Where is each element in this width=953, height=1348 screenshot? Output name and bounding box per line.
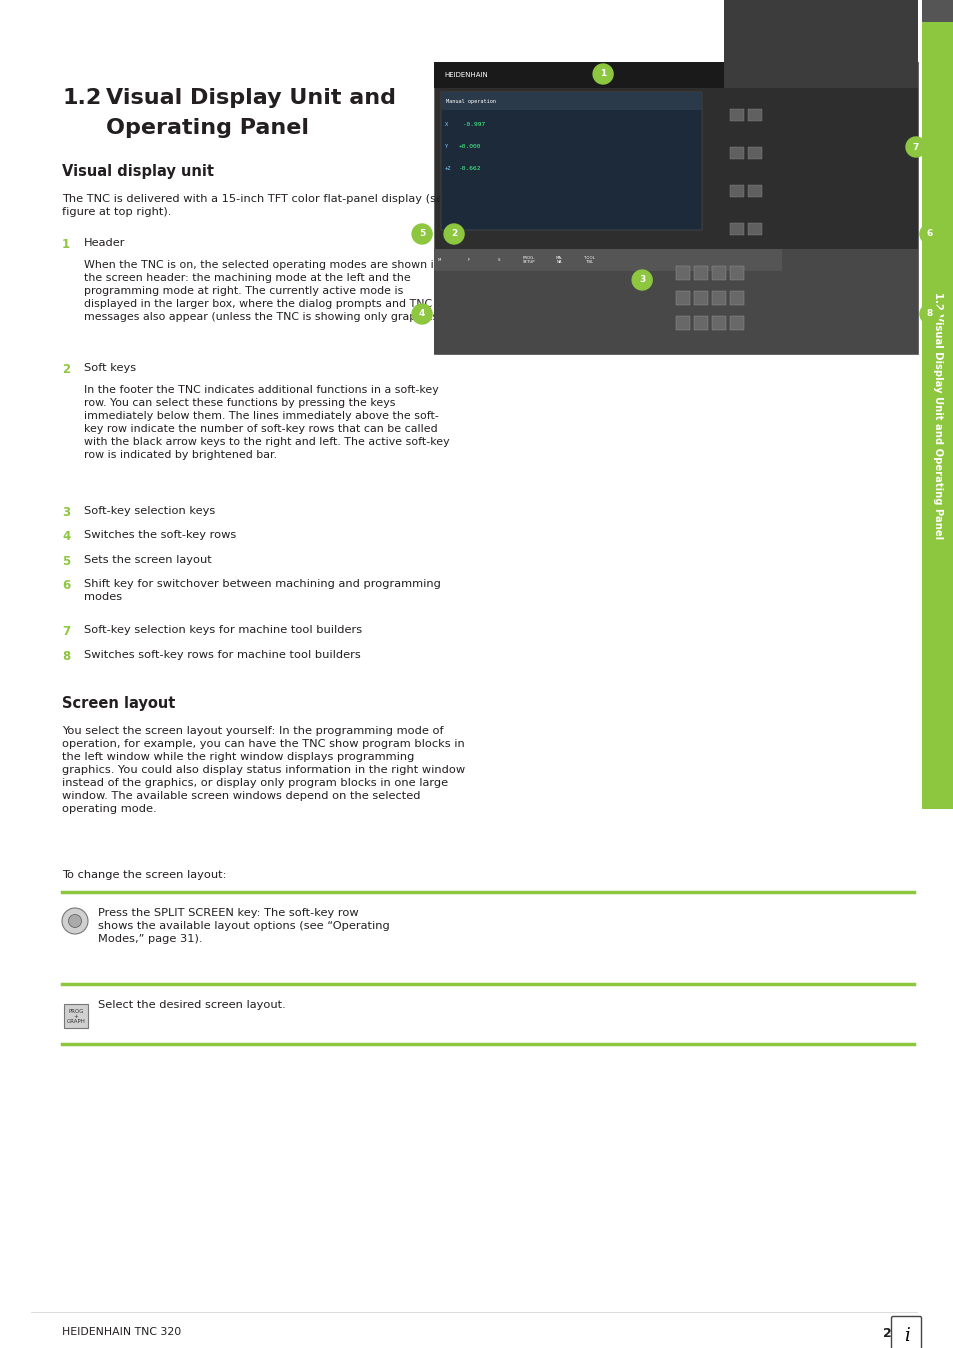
Text: 5: 5 [418,229,425,239]
Text: 5: 5 [62,554,71,568]
Bar [729,266,743,280]
Text: 2: 2 [451,229,456,239]
Bar [730,147,743,159]
Text: 7: 7 [62,625,71,638]
Bar [729,291,743,305]
Text: 3: 3 [62,506,71,519]
Text: -0.997: -0.997 [458,123,485,127]
Bar [434,249,781,271]
Circle shape [632,270,652,290]
Bar [921,22,953,809]
Text: TOOL
TBL: TOOL TBL [583,256,594,264]
Text: S: S [497,257,499,262]
Text: -0.662: -0.662 [458,166,481,171]
Bar [723,0,917,88]
Circle shape [905,137,925,156]
Bar [730,185,743,197]
Circle shape [443,224,463,244]
Text: Select the desired screen layout.: Select the desired screen layout. [98,1000,286,1010]
Circle shape [593,63,613,84]
Text: Visual Display Unit and: Visual Display Unit and [106,88,395,108]
Text: 7: 7 [912,143,919,151]
Bar [730,109,743,121]
Text: +Z: +Z [445,166,451,171]
Circle shape [69,914,81,927]
Text: When the TNC is on, the selected operating modes are shown in
the screen header:: When the TNC is on, the selected operati… [84,260,445,322]
Bar [434,62,917,355]
Bar [711,266,725,280]
Text: PROG
+
GRAPH: PROG + GRAPH [67,1008,86,1023]
Circle shape [62,909,88,934]
Text: Press the SPLIT SCREEN key: The soft-key row
shows the available layout options : Press the SPLIT SCREEN key: The soft-key… [98,909,390,944]
Text: HEIDENHAIN: HEIDENHAIN [443,71,487,78]
Bar [730,222,743,235]
Bar [694,266,707,280]
Text: The TNC is delivered with a 15-inch TFT color flat-panel display (see
figure at : The TNC is delivered with a 15-inch TFT … [62,194,450,217]
Text: Soft-key selection keys: Soft-key selection keys [84,506,215,515]
Text: 4: 4 [62,530,71,543]
Text: Switches soft-key rows for machine tool builders: Switches soft-key rows for machine tool … [84,650,360,659]
Text: 8: 8 [926,310,932,318]
Bar [64,1004,88,1029]
Circle shape [919,305,939,324]
Text: HEIDENHAIN TNC 320: HEIDENHAIN TNC 320 [62,1326,181,1337]
Text: Operating Panel: Operating Panel [106,119,309,137]
Text: 6: 6 [62,580,71,592]
Bar [694,291,707,305]
Circle shape [412,224,432,244]
Text: 3: 3 [639,275,644,284]
Bar [676,291,689,305]
Text: Soft-key selection keys for machine tool builders: Soft-key selection keys for machine tool… [84,625,362,635]
Circle shape [412,305,432,324]
Text: 1: 1 [62,239,71,251]
Bar [676,315,689,330]
Text: Switches the soft-key rows: Switches the soft-key rows [84,530,236,541]
Text: 1.2 Visual Display Unit and Operating Panel: 1.2 Visual Display Unit and Operating Pa… [932,291,942,539]
Text: Header: Header [84,239,126,248]
Text: 4: 4 [418,310,425,318]
Bar [440,92,701,111]
Text: Screen layout: Screen layout [62,696,175,710]
Bar [711,291,725,305]
Bar [434,249,917,355]
Bar [711,315,725,330]
Bar [748,147,761,159]
Text: 6: 6 [926,229,932,239]
Bar [748,222,761,235]
Text: 1: 1 [599,70,605,78]
Text: 8: 8 [62,650,71,662]
Bar [440,92,701,231]
Text: Visual display unit: Visual display unit [62,164,213,179]
Text: X: X [445,123,448,127]
Text: 1.2: 1.2 [62,88,101,108]
Text: 29: 29 [882,1326,899,1340]
Bar [694,315,707,330]
Text: F: F [468,257,470,262]
FancyBboxPatch shape [890,1317,921,1348]
Bar [748,109,761,121]
Text: M: M [436,257,440,262]
Text: MA-
NA: MA- NA [555,256,562,264]
Bar [676,266,689,280]
Text: You select the screen layout yourself: In the programming mode of
operation, for: You select the screen layout yourself: I… [62,727,465,814]
Bar [748,185,761,197]
Circle shape [919,224,939,244]
Text: Soft keys: Soft keys [84,363,136,372]
Text: PROG-
SETUP: PROG- SETUP [522,256,535,264]
Bar [921,0,953,22]
Bar [729,315,743,330]
Text: Sets the screen layout: Sets the screen layout [84,554,212,565]
Text: To change the screen layout:: To change the screen layout: [62,869,226,880]
Text: Y: Y [445,144,448,150]
Text: +0.000: +0.000 [458,144,481,150]
Bar [434,62,917,88]
Text: Shift key for switchover between machining and programming
modes: Shift key for switchover between machini… [84,580,440,603]
Text: 2: 2 [62,363,71,376]
Text: i: i [902,1326,908,1345]
Text: Manual operation: Manual operation [446,98,496,104]
Text: In the footer the TNC indicates additional functions in a soft-key
row. You can : In the footer the TNC indicates addition… [84,384,449,460]
